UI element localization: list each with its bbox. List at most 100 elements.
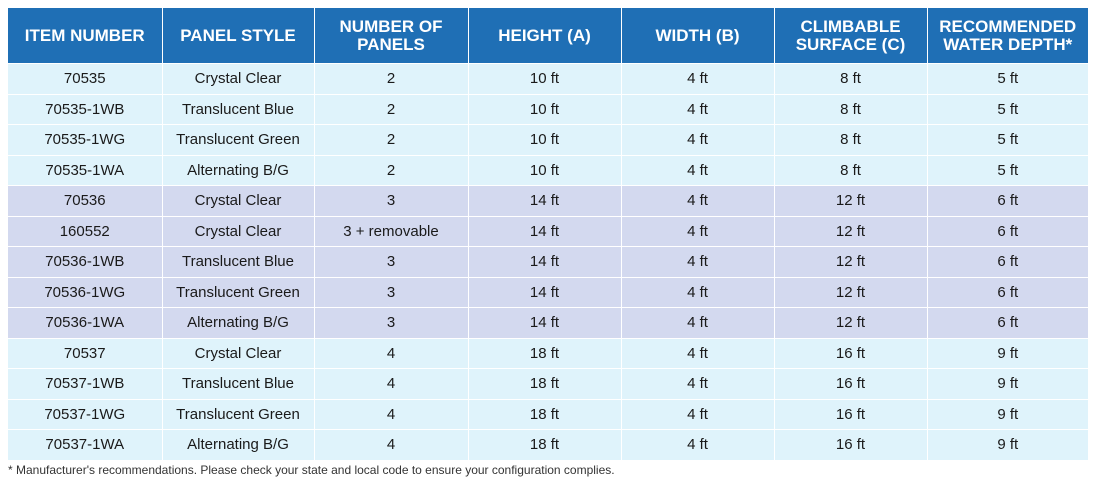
panel-style-cell: Translucent Green [162,124,315,155]
width-cell: 4 ft [621,63,775,94]
table-row: 70536-1WG Translucent Green 3 14 ft 4 ft 12 f… [8,276,1088,308]
item-number-cell: 70537 [8,337,163,369]
header-recommended-water-depth: RECOMMENDED WATER DEPTH* [927,8,1088,64]
panel-style-cell: Translucent Green [162,398,315,430]
water-depth-cell: 5 ft [927,124,1088,155]
table-header: ITEM NUMBER PANEL STYLE NUMBER OF PANELS… [8,8,1088,64]
height-cell: 10 ft [468,93,622,125]
header-width: WIDTH (B) [621,8,775,64]
number-of-panels-cell: 4 [314,337,469,369]
width-cell: 4 ft [621,246,775,277]
width-cell: 4 ft [621,154,775,186]
water-depth-cell: 6 ft [927,246,1088,277]
height-cell: 18 ft [468,429,622,460]
water-depth-cell: 5 ft [927,154,1088,186]
width-cell: 4 ft [621,124,775,155]
table-row: 70535-1WA Alternating B/G 2 10 ft 4 ft 8 ft 5 … [8,154,1088,186]
climbable-surface-cell: 12 ft [774,246,928,277]
table-row: 70536 Crystal Clear 3 14 ft 4 ft 12 ft 6 ft [8,185,1088,216]
panel-style-cell: Alternating B/G [162,429,315,460]
height-cell: 14 ft [468,215,622,247]
header-item-number: ITEM NUMBER [8,8,163,64]
climbable-surface-cell: 8 ft [774,124,928,155]
table-row: 70535 Crystal Clear 2 10 ft 4 ft 8 ft 5 ft [8,63,1088,94]
item-number-cell: 70536-1WB [8,246,163,277]
climbable-surface-cell: 8 ft [774,154,928,186]
panel-style-cell: Translucent Blue [162,368,315,399]
width-cell: 4 ft [621,276,775,308]
number-of-panels-cell: 3 [314,185,469,216]
height-cell: 10 ft [468,63,622,94]
item-number-cell: 70537-1WB [8,368,163,399]
item-number-cell: 70536-1WG [8,276,163,308]
width-cell: 4 ft [621,185,775,216]
water-depth-cell: 6 ft [927,215,1088,247]
height-cell: 18 ft [468,398,622,430]
item-number-cell: 70536 [8,185,163,216]
height-cell: 14 ft [468,185,622,216]
panel-style-cell: Crystal Clear [162,215,315,247]
table-row: 70537-1WG Translucent Green 4 18 ft 4 ft 16 f… [8,398,1088,430]
water-depth-cell: 9 ft [927,368,1088,399]
climbable-surface-cell: 12 ft [774,185,928,216]
width-cell: 4 ft [621,368,775,399]
header-panel-style: PANEL STYLE [162,8,315,64]
table-row: 70537 Crystal Clear 4 18 ft 4 ft 16 ft 9 ft [8,337,1088,369]
width-cell: 4 ft [621,93,775,125]
width-cell: 4 ft [621,215,775,247]
item-number-cell: 70535-1WB [8,93,163,125]
table-row: 70537-1WB Translucent Blue 4 18 ft 4 ft 16 ft… [8,368,1088,399]
climbable-surface-cell: 16 ft [774,429,928,460]
water-depth-cell: 6 ft [927,307,1088,338]
number-of-panels-cell: 2 [314,124,469,155]
number-of-panels-cell: 2 [314,63,469,94]
number-of-panels-cell: 2 [314,154,469,186]
table-row: 70536-1WB Translucent Blue 3 14 ft 4 ft 12 ft… [8,246,1088,277]
width-cell: 4 ft [621,398,775,430]
item-number-cell: 160552 [8,215,163,247]
number-of-panels-cell: 3 [314,246,469,277]
panel-style-cell: Crystal Clear [162,337,315,369]
number-of-panels-cell: 4 [314,368,469,399]
header-number-of-panels: NUMBER OF PANELS [314,8,469,64]
table-row: 70537-1WA Alternating B/G 4 18 ft 4 ft 16 ft 9… [8,429,1088,460]
table-body: 70535 Crystal Clear 2 10 ft 4 ft 8 ft 5 ft 7053… [8,63,1088,460]
height-cell: 14 ft [468,307,622,338]
panel-style-cell: Translucent Green [162,276,315,308]
height-cell: 10 ft [468,124,622,155]
panel-style-cell: Translucent Blue [162,93,315,125]
number-of-panels-cell: 3 + removable [314,215,469,247]
header-climbable-surface: CLIMBABLE SURFACE (C) [774,8,928,64]
width-cell: 4 ft [621,429,775,460]
panel-style-cell: Crystal Clear [162,63,315,94]
number-of-panels-cell: 4 [314,398,469,430]
climbable-surface-cell: 16 ft [774,398,928,430]
header-height: HEIGHT (A) [468,8,622,64]
table-row: 70536-1WA Alternating B/G 3 14 ft 4 ft 12 ft 6… [8,307,1088,338]
item-number-cell: 70536-1WA [8,307,163,338]
item-number-cell: 70535-1WA [8,154,163,186]
number-of-panels-cell: 3 [314,276,469,308]
climbable-surface-cell: 12 ft [774,276,928,308]
water-depth-cell: 6 ft [927,185,1088,216]
climbable-surface-cell: 12 ft [774,215,928,247]
panel-style-cell: Translucent Blue [162,246,315,277]
item-number-cell: 70535-1WG [8,124,163,155]
number-of-panels-cell: 3 [314,307,469,338]
item-number-cell: 70537-1WA [8,429,163,460]
product-spec-table: ITEM NUMBER PANEL STYLE NUMBER OF PANELS… [8,8,1088,460]
panel-style-cell: Alternating B/G [162,154,315,186]
height-cell: 10 ft [468,154,622,186]
water-depth-cell: 9 ft [927,429,1088,460]
table-row: 70535-1WG Translucent Green 2 10 ft 4 ft 8 ft… [8,124,1088,155]
number-of-panels-cell: 2 [314,93,469,125]
water-depth-cell: 9 ft [927,337,1088,369]
table-row: 160552 Crystal Clear 3 + removable 14 ft 4 f… [8,215,1088,247]
table-row: 70535-1WB Translucent Blue 2 10 ft 4 ft 8 ft 5… [8,93,1088,125]
footnote: * Manufacturer's recommendations. Please… [8,463,615,477]
width-cell: 4 ft [621,307,775,338]
height-cell: 18 ft [468,368,622,399]
climbable-surface-cell: 16 ft [774,337,928,369]
number-of-panels-cell: 4 [314,429,469,460]
water-depth-cell: 5 ft [927,93,1088,125]
